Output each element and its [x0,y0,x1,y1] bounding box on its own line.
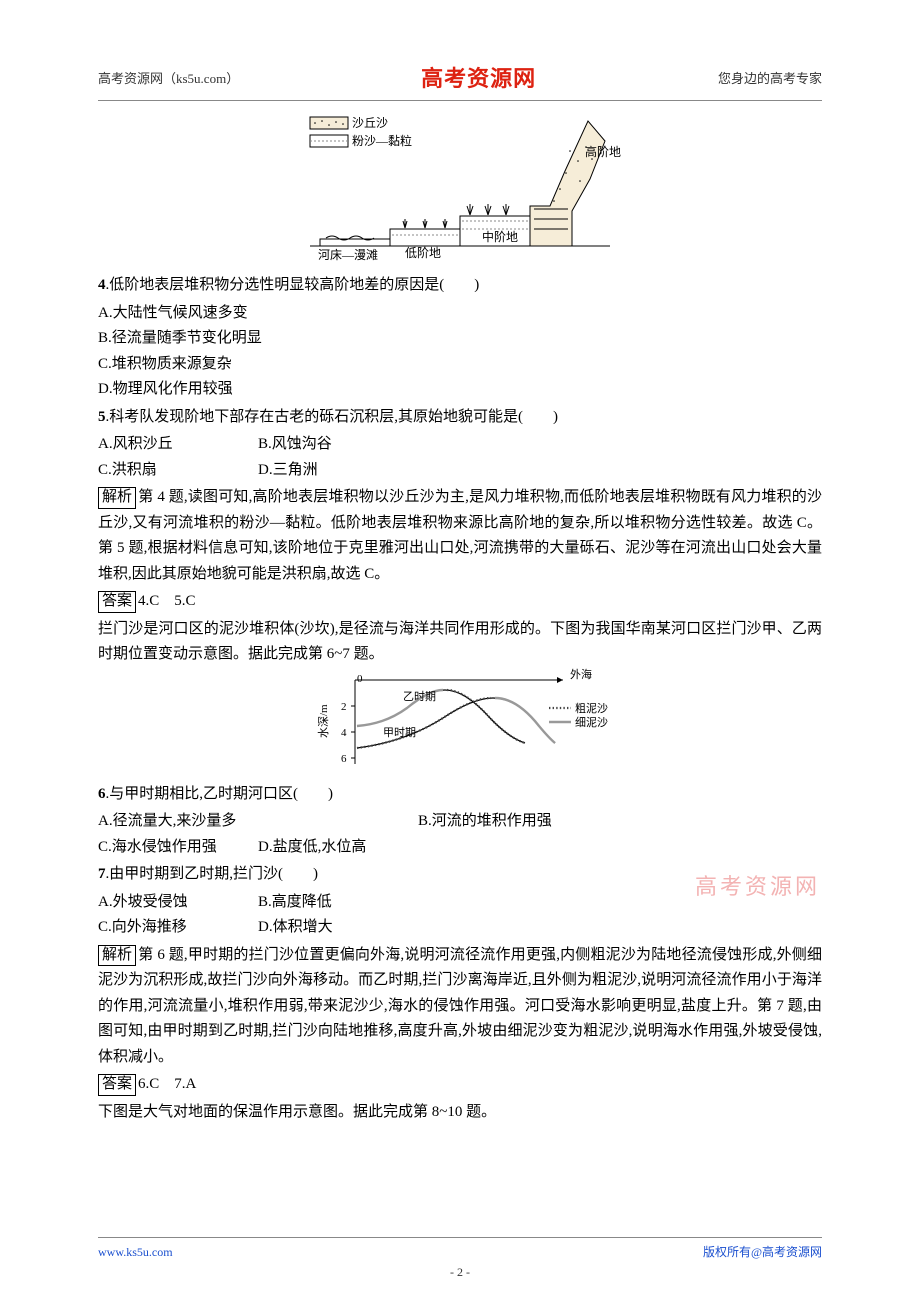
analysis-block-2: 解析第 6 题,甲时期的拦门沙位置更偏向外海,说明河流径流作用更强,内侧粗泥沙为… [98,943,822,1071]
footer-right: 版权所有@高考资源网 [703,1242,822,1262]
q5-text: .科考队发现阶地下部存在古老的砾石沉积层,其原始地貌可能是( ) [106,409,559,425]
figure-sandbar: 0 2 4 6 水深/m 外海 乙时期 甲时期 粗泥沙 细泥沙 [295,668,625,778]
fig2-ylabel: 水深/m [317,704,330,738]
answer-label-2: 答案 [98,1074,136,1096]
q6-text: .与甲时期相比,乙时期河口区( ) [106,786,334,802]
svg-text:2: 2 [341,701,347,713]
q4-optB: B.径流量随季节变化明显 [98,326,822,352]
label-low-terrace: 低阶地 [405,246,441,260]
fig2-legend-coarse: 粗泥沙 [575,702,608,715]
q7-optA: A.外坡受侵蚀 [98,890,258,916]
q4-options: A.大陆性气候风速多变 B.径流量随季节变化明显 C.堆积物质来源复杂 D.物理… [98,301,822,403]
legend-silt-label: 粉沙—黏粒 [352,133,412,148]
q7-optB: B.高度降低 [258,890,418,916]
label-high-terrace: 高阶地 [585,144,621,159]
fig2-legend-fine: 细泥沙 [575,716,608,729]
q4-optA: A.大陆性气候风速多变 [98,301,822,327]
q4-optD: D.物理风化作用较强 [98,377,822,403]
analysis-label-1: 解析 [98,487,136,509]
q4-text: .低阶地表层堆积物分选性明显较高阶地差的原因是( ) [106,277,480,293]
legend-sand-label: 沙丘沙 [352,116,388,130]
header-center: 高考资源网 [421,60,536,97]
fig2-yi-label: 乙时期 [403,690,436,703]
answer-text-1: 4.C 5.C [138,593,196,609]
header-left: 高考资源网（ks5u.com） [98,68,239,90]
q4-optC: C.堆积物质来源复杂 [98,352,822,378]
intro-block-3: 下图是大气对地面的保温作用示意图。据此完成第 8~10 题。 [98,1100,822,1126]
q5-options: A.风积沙丘 B.风蚀沟谷 C.洪积扇 D.三角洲 [98,432,822,483]
analysis-text-2: 第 6 题,甲时期的拦门沙位置更偏向外海,说明河流径流作用更强,内侧粗泥沙为陆地… [98,947,822,1065]
q7-optC: C.向外海推移 [98,915,258,941]
answer-text-2: 6.C 7.A [138,1076,196,1092]
q6-optC: C.海水侵蚀作用强 [98,835,258,861]
q7-optD: D.体积增大 [258,915,418,941]
answer-block-2: 答案6.C 7.A [98,1072,822,1098]
figure-terraces: 沙丘沙 粉沙—黏粒 高阶地 中阶地 低阶地 河床—漫滩 [270,111,650,271]
page-header: 高考资源网（ks5u.com） 高考资源网 您身边的高考专家 [98,60,822,101]
answer-label-1: 答案 [98,591,136,613]
q5-num: 5 [98,409,106,425]
question-6: 6.与甲时期相比,乙时期河口区( ) [98,782,822,808]
header-right: 您身边的高考专家 [718,68,822,90]
analysis-label-2: 解析 [98,945,136,967]
analysis-block-1: 解析第 4 题,读图可知,高阶地表层堆积物以沙丘沙为主,是风力堆积物,而低阶地表… [98,485,822,587]
q6-optA: A.径流量大,来沙量多 [98,809,418,835]
svg-text:6: 6 [341,753,347,765]
q6-options: A.径流量大,来沙量多 B.河流的堆积作用强 C.海水侵蚀作用强 D.盐度低,水… [98,809,822,860]
svg-text:4: 4 [341,727,347,739]
q7-num: 7 [98,866,106,882]
footer-left: www.ks5u.com [98,1242,173,1262]
fig2-jia-label: 甲时期 [383,726,416,739]
watermark: 高考资源网 [695,868,820,905]
label-river-bed: 河床—漫滩 [318,248,378,262]
question-4: 4.低阶地表层堆积物分选性明显较高阶地差的原因是( ) [98,273,822,299]
q5-optB: B.风蚀沟谷 [258,432,418,458]
q7-text: .由甲时期到乙时期,拦门沙( ) [106,866,319,882]
q5-optC: C.洪积扇 [98,458,258,484]
intro-block-2: 拦门沙是河口区的泥沙堆积体(沙坎),是径流与海洋共同作用形成的。下图为我国华南某… [98,617,822,668]
page-footer: www.ks5u.com 版权所有@高考资源网 [98,1237,822,1262]
q5-optA: A.风积沙丘 [98,432,258,458]
q4-num: 4 [98,277,106,293]
answer-block-1: 答案4.C 5.C [98,589,822,615]
question-5: 5.科考队发现阶地下部存在古老的砾石沉积层,其原始地貌可能是( ) [98,405,822,431]
page-number: - 2 - [0,1262,920,1282]
svg-text:0: 0 [357,673,363,685]
q6-optB: B.河流的堆积作用强 [418,809,578,835]
q6-optD: D.盐度低,水位高 [258,835,418,861]
analysis-text-1: 第 4 题,读图可知,高阶地表层堆积物以沙丘沙为主,是风力堆积物,而低阶地表层堆… [98,489,822,582]
fig2-xlabel: 外海 [570,668,592,681]
q5-optD: D.三角洲 [258,458,418,484]
q6-num: 6 [98,786,106,802]
label-mid-terrace: 中阶地 [482,229,518,244]
